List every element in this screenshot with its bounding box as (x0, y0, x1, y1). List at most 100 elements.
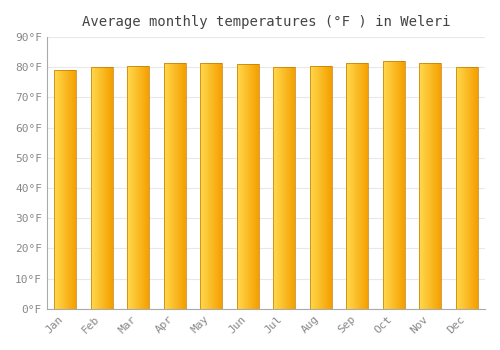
Bar (470, 67, 471, 309)
Bar (204, 63, 206, 309)
Bar (291, 67, 292, 309)
Bar (146, 66, 147, 309)
Bar (346, 63, 368, 309)
Bar (469, 67, 470, 309)
Bar (173, 63, 174, 309)
Bar (166, 63, 168, 309)
Bar (355, 63, 356, 309)
Bar (458, 67, 460, 309)
Bar (273, 67, 274, 309)
Bar (55, 70, 56, 309)
Bar (439, 63, 440, 309)
Bar (110, 67, 111, 309)
Bar (101, 67, 102, 309)
Bar (318, 66, 319, 309)
Bar (278, 67, 279, 309)
Bar (319, 66, 320, 309)
Bar (277, 67, 278, 309)
Bar (386, 61, 387, 309)
Bar (185, 63, 186, 309)
Bar (239, 64, 240, 309)
Bar (433, 63, 434, 309)
Bar (286, 67, 287, 309)
Bar (180, 63, 181, 309)
Bar (429, 63, 430, 309)
Bar (69, 70, 70, 309)
Bar (65, 70, 66, 309)
Bar (285, 67, 286, 309)
Bar (60, 70, 62, 309)
Bar (257, 64, 258, 309)
Bar (106, 67, 108, 309)
Bar (246, 64, 247, 309)
Bar (252, 64, 253, 309)
Bar (398, 61, 399, 309)
Bar (400, 61, 401, 309)
Bar (108, 67, 109, 309)
Bar (109, 67, 110, 309)
Bar (436, 63, 437, 309)
Bar (358, 63, 360, 309)
Bar (102, 67, 103, 309)
Bar (440, 63, 441, 309)
Bar (128, 66, 130, 309)
Bar (383, 61, 404, 309)
Bar (325, 66, 326, 309)
Bar (216, 63, 217, 309)
Bar (220, 63, 222, 309)
Bar (63, 70, 64, 309)
Bar (383, 61, 384, 309)
Bar (249, 64, 250, 309)
Bar (210, 63, 211, 309)
Bar (103, 67, 104, 309)
Bar (181, 63, 182, 309)
Bar (314, 66, 315, 309)
Bar (147, 66, 148, 309)
Bar (219, 63, 220, 309)
Bar (242, 64, 244, 309)
Bar (215, 63, 216, 309)
Bar (58, 70, 59, 309)
Bar (256, 64, 257, 309)
Bar (276, 67, 277, 309)
Bar (134, 66, 135, 309)
Bar (253, 64, 254, 309)
Bar (73, 70, 74, 309)
Bar (388, 61, 390, 309)
Bar (170, 63, 171, 309)
Bar (255, 64, 256, 309)
Bar (471, 67, 472, 309)
Bar (133, 66, 134, 309)
Bar (168, 63, 169, 309)
Bar (54, 70, 76, 309)
Bar (209, 63, 210, 309)
Bar (93, 67, 94, 309)
Bar (357, 63, 358, 309)
Bar (64, 70, 65, 309)
Bar (477, 67, 478, 309)
Bar (462, 67, 463, 309)
Bar (66, 70, 68, 309)
Bar (326, 66, 328, 309)
Bar (202, 63, 203, 309)
Bar (425, 63, 426, 309)
Bar (474, 67, 475, 309)
Bar (92, 67, 93, 309)
Bar (316, 66, 317, 309)
Bar (135, 66, 136, 309)
Bar (201, 63, 202, 309)
Bar (165, 63, 166, 309)
Bar (363, 63, 364, 309)
Bar (273, 67, 295, 309)
Bar (460, 67, 461, 309)
Bar (328, 66, 330, 309)
Bar (349, 63, 350, 309)
Bar (310, 66, 311, 309)
Bar (347, 63, 348, 309)
Bar (130, 66, 131, 309)
Bar (179, 63, 180, 309)
Bar (331, 66, 332, 309)
Bar (437, 63, 438, 309)
Bar (426, 63, 428, 309)
Bar (141, 66, 142, 309)
